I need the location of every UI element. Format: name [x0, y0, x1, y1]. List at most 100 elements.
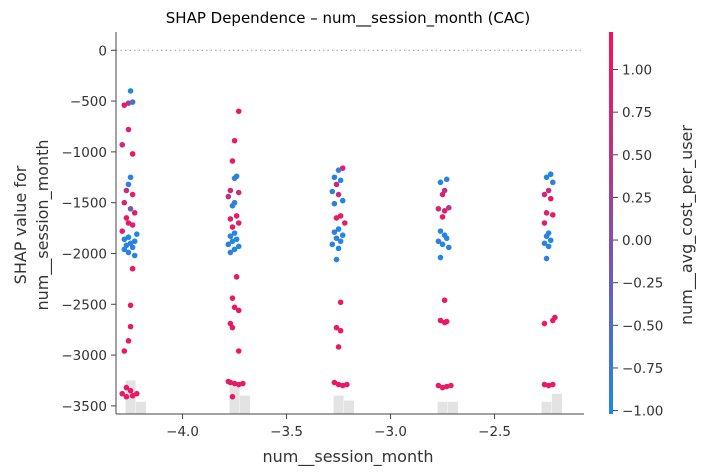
data-point	[129, 222, 136, 228]
y-tick-label: −1500	[61, 196, 107, 212]
data-point	[331, 229, 338, 235]
data-point	[119, 390, 126, 397]
data-point	[231, 137, 238, 144]
data-point	[225, 193, 232, 200]
data-point	[443, 235, 450, 242]
data-point	[229, 393, 236, 400]
data-point	[123, 215, 130, 221]
data-point	[227, 187, 234, 194]
colorbar-tick-label: 0.25	[622, 190, 652, 206]
colorbar-ticks: 1.00 0.75 0.50 0.25 0.00 −0.25 −0.50 −0.75 −1.00	[613, 63, 663, 420]
data-point	[233, 236, 240, 243]
data-point	[543, 210, 550, 216]
data-point	[437, 179, 444, 186]
data-point	[547, 195, 554, 202]
y-tick-label: −1000	[61, 145, 107, 161]
histogram-bar	[551, 393, 562, 414]
histogram-bar	[343, 400, 354, 414]
data-point	[129, 392, 136, 399]
data-point	[331, 200, 338, 207]
data-point	[333, 235, 340, 242]
data-point	[543, 233, 550, 240]
data-point	[229, 202, 236, 209]
data-point	[443, 318, 450, 325]
data-point	[119, 228, 126, 234]
data-point	[229, 295, 236, 301]
x-axis-label: num__session_month	[262, 447, 433, 467]
data-point	[129, 265, 136, 272]
x-tick-label: −3.5	[270, 424, 303, 440]
data-point	[123, 393, 130, 400]
data-point	[125, 249, 132, 256]
data-point	[441, 297, 448, 304]
data-point	[331, 174, 338, 181]
data-point	[121, 246, 128, 253]
data-point	[550, 179, 556, 186]
histogram-bar	[437, 401, 448, 414]
data-point	[229, 224, 236, 230]
colorbar-tick-label: −1.00	[622, 404, 663, 420]
data-point	[435, 382, 442, 389]
data-point	[541, 191, 548, 198]
colorbar-tick-label: 1.00	[622, 63, 652, 79]
data-point	[125, 220, 132, 226]
data-point	[231, 304, 238, 311]
points-layer	[119, 88, 558, 400]
data-point	[121, 102, 128, 108]
histogram-bar	[333, 395, 344, 414]
data-point	[129, 99, 136, 105]
data-point	[439, 191, 446, 198]
data-point	[123, 384, 130, 391]
data-point	[131, 238, 138, 245]
data-point	[233, 274, 240, 280]
data-point	[337, 238, 344, 245]
data-point	[443, 176, 450, 183]
x-tick-label: −4.0	[166, 424, 199, 440]
data-point	[435, 205, 442, 212]
data-point	[225, 241, 232, 248]
data-point	[134, 231, 140, 237]
data-point	[235, 307, 242, 314]
data-point	[127, 302, 134, 309]
histogram-bar	[229, 386, 240, 414]
data-point	[121, 348, 128, 354]
data-point	[225, 378, 232, 385]
data-point	[344, 381, 350, 388]
colorbar	[609, 32, 613, 414]
data-point	[335, 245, 342, 252]
colorbar-tick-label: −0.75	[622, 361, 663, 377]
data-point	[335, 191, 342, 198]
colorbar-tick-label: 0.00	[622, 233, 652, 249]
data-point	[550, 317, 556, 324]
data-point	[550, 381, 556, 388]
data-point	[235, 243, 242, 250]
colorbar-tick-label: −0.25	[622, 276, 663, 292]
data-point	[543, 255, 550, 262]
data-point	[437, 228, 444, 234]
data-point	[333, 181, 340, 188]
data-point	[127, 387, 134, 394]
y-axis-label-line-2: num__session_month	[33, 139, 53, 310]
data-point	[123, 187, 130, 194]
data-point	[227, 216, 234, 222]
data-point	[541, 240, 548, 247]
data-point	[127, 88, 134, 94]
data-point	[441, 208, 448, 214]
data-point	[335, 167, 342, 173]
x-tick-label: −2.5	[478, 424, 511, 440]
histogram-bar	[541, 401, 552, 414]
data-point	[329, 241, 336, 248]
y-tick-label: −500	[70, 94, 107, 110]
colorbar-label: num__avg_cost_per_user	[677, 125, 697, 325]
data-point	[235, 108, 242, 115]
data-point	[339, 197, 346, 204]
data-point	[335, 226, 342, 232]
data-point	[337, 327, 344, 334]
data-point	[231, 246, 238, 253]
x-ticks: −4.0 −3.5 −3.0 −2.5	[166, 414, 511, 440]
data-point	[229, 158, 236, 164]
x-tick-label: −3.0	[374, 424, 407, 440]
data-point	[545, 187, 552, 194]
data-point	[129, 244, 136, 251]
